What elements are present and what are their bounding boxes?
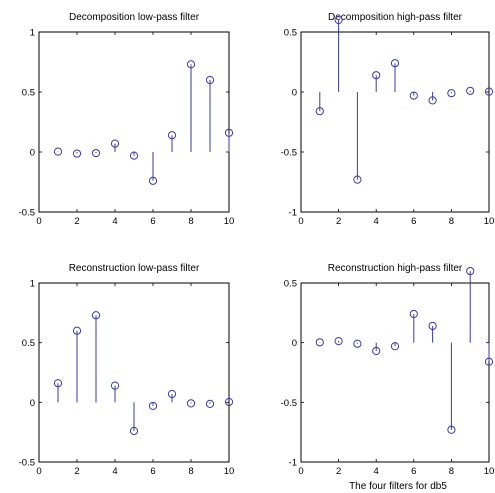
decomp-lowpass-data-point <box>224 128 234 137</box>
decomp-highpass-ytick-label: 0 <box>292 88 297 99</box>
recon-lowpass-data-point <box>72 326 82 335</box>
recon-highpass-xtick-label: 4 <box>374 466 379 477</box>
decomp-highpass-data-point <box>409 91 418 100</box>
decomp-highpass-data-point <box>353 175 362 184</box>
decomp-lowpass-data-point <box>148 176 158 185</box>
decomp-lowpass-data-point <box>91 148 101 158</box>
recon-lowpass-data-point <box>148 401 158 411</box>
decomp-highpass-ytick-label: -0.5 <box>281 148 297 159</box>
recon-highpass-data-point <box>484 357 494 366</box>
recon-highpass-axes <box>300 282 490 463</box>
recon-lowpass-title: Reconstruction low-pass filter <box>69 263 200 274</box>
decomp-lowpass-data-point <box>53 147 63 156</box>
decomp-lowpass-data-point <box>72 149 82 158</box>
recon-lowpass-data-point <box>205 399 215 408</box>
recon-highpass-title: Reconstruction high-pass filter <box>328 263 463 274</box>
recon-lowpass-data-point <box>224 397 234 407</box>
decomp-highpass-data-point <box>447 89 456 98</box>
recon-lowpass-data-point <box>91 311 101 320</box>
recon-highpass-xtick-label: 0 <box>298 466 303 477</box>
decomp-lowpass-xtick-label: 4 <box>112 216 117 227</box>
recon-highpass-xtick-label: 10 <box>484 466 495 477</box>
decomp-highpass-data-point <box>334 15 343 25</box>
decomp-lowpass-xtick-label: 6 <box>150 216 155 227</box>
recon-lowpass-xtick-label: 6 <box>150 466 155 477</box>
decomp-highpass-xtick-label: 4 <box>374 216 379 227</box>
recon-highpass-ytick-label: -0.5 <box>281 398 297 409</box>
recon-highpass-xtick-label: 8 <box>449 466 454 477</box>
decomp-highpass-xtick-label: 6 <box>411 216 416 227</box>
decomp-highpass-title: Decomposition high-pass filter <box>328 12 463 23</box>
recon-lowpass-xtick-label: 0 <box>36 466 41 477</box>
recon-highpass-data-point <box>409 309 418 319</box>
decomp-lowpass-data-point <box>110 139 120 148</box>
recon-highpass-ytick-label: 0.5 <box>284 279 297 290</box>
decomp-lowpass-data-point <box>167 131 177 140</box>
decomp-lowpass-ytick-label: 0.5 <box>22 88 35 99</box>
recon-highpass-data-point <box>466 266 475 276</box>
decomp-lowpass-title: Decomposition low-pass filter <box>69 12 200 23</box>
decomp-highpass-data-point <box>372 71 381 80</box>
recon-lowpass-xtick-label: 2 <box>74 466 79 477</box>
decomp-lowpass-axes <box>38 31 230 213</box>
recon-highpass-data-point <box>334 337 343 346</box>
recon-highpass-xtick-label: 6 <box>411 466 416 477</box>
recon-lowpass-ytick-label: 0 <box>30 398 35 409</box>
decomp-highpass-ytick-label: -1 <box>289 208 297 219</box>
decomp-highpass-xtick-label: 10 <box>484 216 495 227</box>
recon-lowpass-xtick-label: 4 <box>112 466 117 477</box>
recon-lowpass-xtick-label: 10 <box>224 466 235 477</box>
recon-lowpass-ytick-label: -0.5 <box>19 458 35 469</box>
decomp-highpass-data-point <box>466 86 475 95</box>
figure-caption: The four filters for db5 <box>349 481 447 492</box>
recon-lowpass-data-point <box>186 399 196 408</box>
recon-lowpass-ytick-label: 1 <box>30 279 35 290</box>
decomp-lowpass-data-point <box>186 60 196 69</box>
decomp-highpass-xtick-label: 0 <box>298 216 303 227</box>
decomp-highpass-panel: Decomposition high-pass filter 0 2 4 6 8 10 -1 -… <box>281 12 495 227</box>
decomp-lowpass-data-point <box>205 75 215 85</box>
recon-highpass-data-point <box>390 342 400 351</box>
recon-highpass-data-point <box>372 346 381 356</box>
recon-highpass-data-point <box>447 425 456 434</box>
decomp-lowpass-ytick-label: 1 <box>30 28 35 39</box>
decomp-lowpass-xtick-label: 2 <box>74 216 79 227</box>
decomp-highpass-data-point <box>315 107 324 116</box>
recon-lowpass-ytick-label: 0.5 <box>22 338 35 349</box>
decomp-lowpass-ytick-label: 0 <box>30 148 35 159</box>
decomp-highpass-xtick-label: 8 <box>449 216 454 227</box>
decomp-lowpass-xtick-label: 10 <box>224 216 235 227</box>
recon-lowpass-data-point <box>53 379 63 388</box>
decomp-highpass-ytick-label: 0.5 <box>284 28 297 39</box>
recon-lowpass-data-point <box>167 389 177 399</box>
decomp-highpass-data-point <box>390 59 400 68</box>
decomp-highpass-data-point <box>484 87 494 96</box>
decomp-highpass-data-point <box>428 96 437 105</box>
recon-lowpass-xtick-label: 8 <box>188 466 193 477</box>
decomp-lowpass-xtick-label: 0 <box>36 216 41 227</box>
recon-highpass-ytick-label: 0 <box>292 338 297 349</box>
recon-lowpass-axes <box>38 282 230 463</box>
decomp-highpass-xtick-label: 2 <box>336 216 341 227</box>
recon-highpass-data-point <box>315 338 324 347</box>
recon-highpass-data-point <box>353 339 362 348</box>
recon-lowpass-data-point <box>110 381 120 390</box>
recon-highpass-data-point <box>428 321 437 331</box>
recon-lowpass-data-point <box>129 426 139 436</box>
recon-highpass-ytick-label: -1 <box>289 458 297 469</box>
decomp-lowpass-data-point <box>129 151 139 160</box>
recon-highpass-xtick-label: 2 <box>336 466 341 477</box>
decomp-lowpass-xtick-label: 8 <box>188 216 193 227</box>
decomp-highpass-axes <box>300 31 490 213</box>
recon-highpass-panel: Reconstruction high-pass filter 0 2 4 6 8 10 -1… <box>281 263 495 477</box>
decomp-lowpass-ytick-label: -0.5 <box>19 208 35 219</box>
